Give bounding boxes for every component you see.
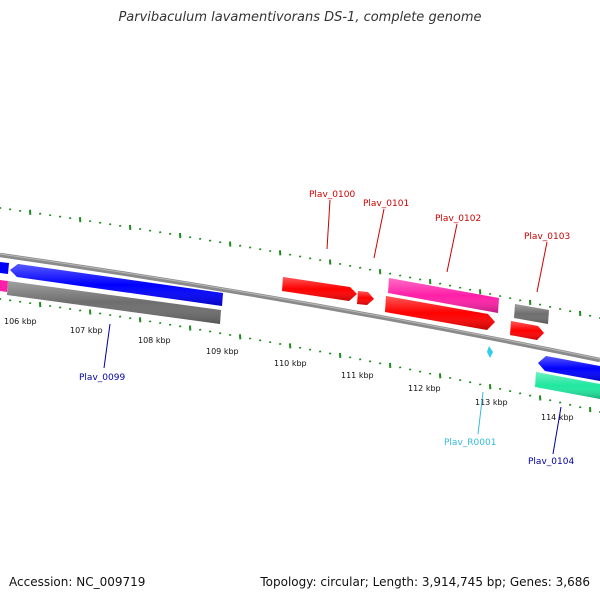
kbp-label-110: 110 kbp: [274, 359, 307, 368]
gene-red-forward-short[interactable]: [510, 321, 544, 340]
backbone-line: [0, 252, 600, 363]
leader-plav-0099: [103, 323, 111, 369]
kbp-label-109: 109 kbp: [206, 347, 239, 356]
kbp-label-112: 112 kbp: [408, 384, 441, 393]
kbp-label-111: 111 kbp: [341, 371, 374, 380]
gene-magenta-partial-left: [0, 280, 8, 292]
gene-plav-0104[interactable]: [535, 372, 600, 399]
gene-plav-0100[interactable]: [282, 277, 357, 301]
leader-plav-0104: [552, 406, 562, 455]
gene-label-plav-0104: Plav_0104: [528, 457, 574, 467]
gene-plav-0102[interactable]: [388, 278, 499, 313]
gene-plav-0103[interactable]: [514, 304, 549, 324]
leader-plav-0101: [373, 208, 385, 259]
kbp-label-107: 107 kbp: [70, 326, 103, 335]
kbp-label-106: 106 kbp: [4, 317, 37, 326]
accession-text: Accession: NC_009719: [9, 575, 146, 589]
kbp-label-108: 108 kbp: [138, 336, 171, 345]
gene-plav-0101[interactable]: [357, 291, 374, 305]
gene-plav-r0001[interactable]: [487, 346, 493, 358]
gene-blue-right[interactable]: [538, 356, 600, 381]
leader-plav-0103: [536, 241, 548, 293]
kbp-label-114: 114 kbp: [541, 413, 574, 422]
gene-plav-0099[interactable]: [10, 264, 223, 306]
leader-plav-r0001: [477, 391, 484, 435]
topology-text: Topology: circular; Length: 3,914,745 bp…: [260, 575, 590, 589]
outer-tick-ring: [0, 207, 600, 319]
map-title: Parvibaculum lavamentivorans DS-1, compl…: [118, 10, 482, 25]
gene-label-plav-r0001: Plav_R0001: [444, 438, 496, 448]
gene-blue-partial-left: [0, 262, 9, 274]
leader-plav-0102: [446, 223, 458, 273]
gene-label-plav-0099: Plav_0099: [79, 373, 125, 383]
inner-tick-ring: [0, 298, 600, 413]
backbone-highlight: [0, 253, 600, 360]
kbp-label-113: 113 kbp: [475, 398, 508, 407]
gene-label-plav-0103: Plav_0103: [524, 232, 570, 242]
gene-label-plav-0101: Plav_0101: [363, 199, 409, 209]
gene-gray-left[interactable]: [7, 281, 221, 324]
leader-plav-0100: [326, 199, 331, 250]
gene-red-forward-long[interactable]: [385, 296, 495, 330]
gene-label-plav-0102: Plav_0102: [435, 214, 481, 224]
gene-label-plav-0100: Plav_0100: [309, 190, 355, 200]
